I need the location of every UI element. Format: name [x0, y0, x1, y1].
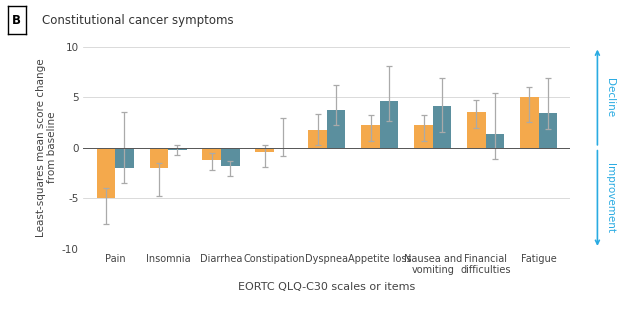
Bar — [255, 148, 274, 152]
Bar — [414, 125, 433, 148]
Bar — [308, 129, 327, 148]
Bar — [362, 125, 380, 148]
Text: Constitutional cancer symptoms: Constitutional cancer symptoms — [42, 14, 233, 27]
X-axis label: EORTC QLQ-C30 scales or items: EORTC QLQ-C30 scales or items — [238, 282, 415, 292]
Bar — [97, 148, 115, 198]
Bar — [467, 112, 486, 148]
Bar — [520, 97, 538, 148]
Bar — [380, 101, 399, 148]
Text: B: B — [12, 14, 21, 27]
Bar — [433, 106, 451, 148]
Text: Decline: Decline — [605, 78, 615, 117]
Bar — [538, 113, 557, 148]
Bar — [203, 148, 221, 160]
Bar — [149, 148, 168, 168]
Bar — [486, 133, 504, 148]
Bar — [168, 148, 187, 150]
Text: Improvement: Improvement — [605, 163, 615, 233]
Bar — [115, 148, 133, 168]
Bar — [327, 110, 345, 148]
Bar — [221, 148, 240, 166]
Y-axis label: Least-squares mean score change
from baseline: Least-squares mean score change from bas… — [36, 58, 58, 237]
